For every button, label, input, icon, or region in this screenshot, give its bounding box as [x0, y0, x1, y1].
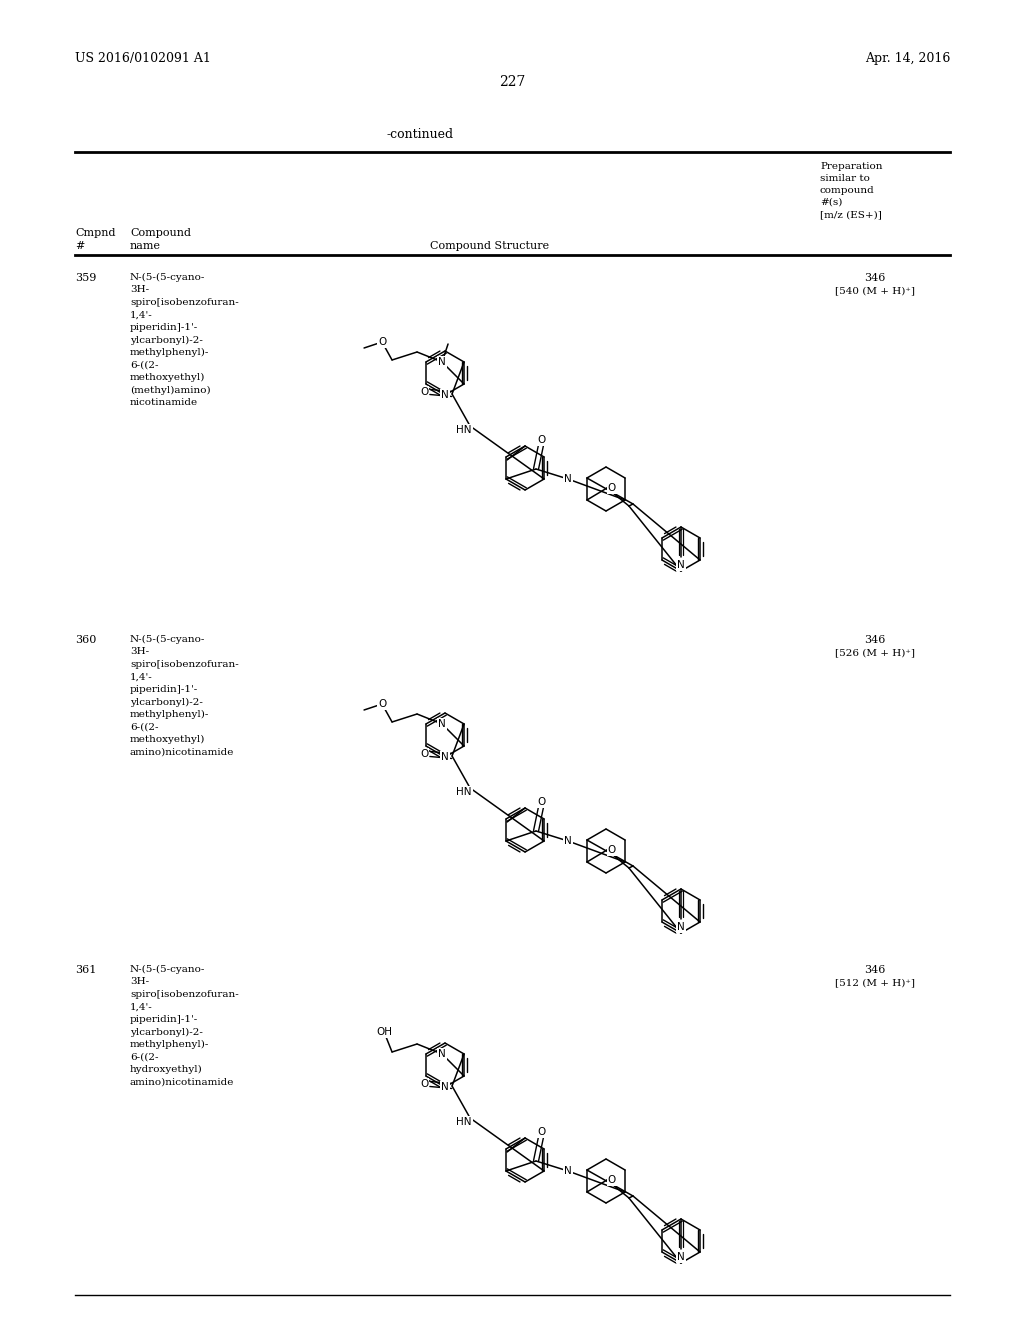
Text: 346: 346 [864, 273, 886, 282]
Text: [512 (M + H)⁺]: [512 (M + H)⁺] [835, 978, 915, 987]
Text: OH: OH [376, 1027, 392, 1038]
Text: HN: HN [456, 425, 472, 436]
Text: N-(5-(5-cyano-: N-(5-(5-cyano- [130, 635, 206, 644]
Text: 6-((2-: 6-((2- [130, 722, 159, 731]
Text: N: N [441, 1082, 449, 1092]
Text: O: O [420, 387, 428, 397]
Text: O: O [537, 1127, 545, 1137]
Text: O: O [537, 797, 545, 807]
Text: spiro[isobenzofuran-: spiro[isobenzofuran- [130, 660, 239, 669]
Text: #: # [75, 242, 84, 251]
Text: 359: 359 [75, 273, 96, 282]
Text: spiro[isobenzofuran-: spiro[isobenzofuran- [130, 990, 239, 999]
Text: amino)nicotinamide: amino)nicotinamide [130, 1077, 234, 1086]
Text: (methyl)amino): (methyl)amino) [130, 385, 211, 395]
Text: methoxyethyl): methoxyethyl) [130, 735, 206, 744]
Text: ylcarbonyl)-2-: ylcarbonyl)-2- [130, 1027, 203, 1036]
Text: ylcarbonyl)-2-: ylcarbonyl)-2- [130, 335, 203, 345]
Text: hydroxyethyl): hydroxyethyl) [130, 1065, 203, 1074]
Text: 360: 360 [75, 635, 96, 645]
Text: Cmpnd: Cmpnd [75, 228, 116, 238]
Text: Compound: Compound [130, 228, 191, 238]
Text: 1,4'-: 1,4'- [130, 1002, 153, 1011]
Text: 6-((2-: 6-((2- [130, 1052, 159, 1061]
Text: name: name [130, 242, 161, 251]
Text: HN: HN [456, 1117, 472, 1127]
Text: [540 (M + H)⁺]: [540 (M + H)⁺] [835, 286, 915, 294]
Text: US 2016/0102091 A1: US 2016/0102091 A1 [75, 51, 211, 65]
Text: 1,4'-: 1,4'- [130, 672, 153, 681]
Text: 3H-: 3H- [130, 978, 150, 986]
Text: N: N [677, 921, 685, 932]
Text: N: N [564, 1166, 571, 1176]
Text: O: O [378, 700, 386, 709]
Text: methylphenyl)-: methylphenyl)- [130, 348, 209, 358]
Text: 3H-: 3H- [130, 285, 150, 294]
Text: 6-((2-: 6-((2- [130, 360, 159, 370]
Text: piperidin]-1'-: piperidin]-1'- [130, 323, 199, 333]
Text: compound: compound [820, 186, 874, 195]
Text: O: O [420, 748, 428, 759]
Text: N: N [438, 719, 445, 729]
Text: [526 (M + H)⁺]: [526 (M + H)⁺] [835, 648, 915, 657]
Text: amino)nicotinamide: amino)nicotinamide [130, 747, 234, 756]
Text: N: N [441, 389, 449, 400]
Text: similar to: similar to [820, 174, 869, 183]
Text: N: N [438, 356, 445, 367]
Text: O: O [378, 337, 386, 347]
Text: 361: 361 [75, 965, 96, 975]
Text: N-(5-(5-cyano-: N-(5-(5-cyano- [130, 273, 206, 282]
Text: O: O [608, 1175, 616, 1185]
Text: nicotinamide: nicotinamide [130, 399, 198, 407]
Text: #(s): #(s) [820, 198, 843, 207]
Text: 3H-: 3H- [130, 648, 150, 656]
Text: methoxyethyl): methoxyethyl) [130, 374, 206, 381]
Text: Apr. 14, 2016: Apr. 14, 2016 [864, 51, 950, 65]
Text: 346: 346 [864, 965, 886, 975]
Text: N-(5-(5-cyano-: N-(5-(5-cyano- [130, 965, 206, 974]
Text: Compound Structure: Compound Structure [430, 242, 550, 251]
Text: O: O [420, 1078, 428, 1089]
Text: -continued: -continued [386, 128, 454, 141]
Text: N: N [438, 1049, 445, 1059]
Text: Preparation: Preparation [820, 162, 883, 172]
Text: piperidin]-1'-: piperidin]-1'- [130, 685, 199, 694]
Text: HN: HN [456, 787, 472, 797]
Text: 1,4'-: 1,4'- [130, 310, 153, 319]
Text: ylcarbonyl)-2-: ylcarbonyl)-2- [130, 697, 203, 706]
Text: methylphenyl)-: methylphenyl)- [130, 1040, 209, 1049]
Text: 227: 227 [499, 75, 525, 88]
Text: N: N [677, 1251, 685, 1262]
Text: N: N [564, 474, 571, 484]
Text: N: N [441, 752, 449, 762]
Text: O: O [537, 436, 545, 445]
Text: 346: 346 [864, 635, 886, 645]
Text: [m/z (ES+)]: [m/z (ES+)] [820, 210, 882, 219]
Text: N: N [564, 836, 571, 846]
Text: O: O [608, 845, 616, 855]
Text: N: N [677, 560, 685, 570]
Text: methylphenyl)-: methylphenyl)- [130, 710, 209, 719]
Text: piperidin]-1'-: piperidin]-1'- [130, 1015, 199, 1024]
Text: O: O [608, 483, 616, 492]
Text: spiro[isobenzofuran-: spiro[isobenzofuran- [130, 298, 239, 308]
